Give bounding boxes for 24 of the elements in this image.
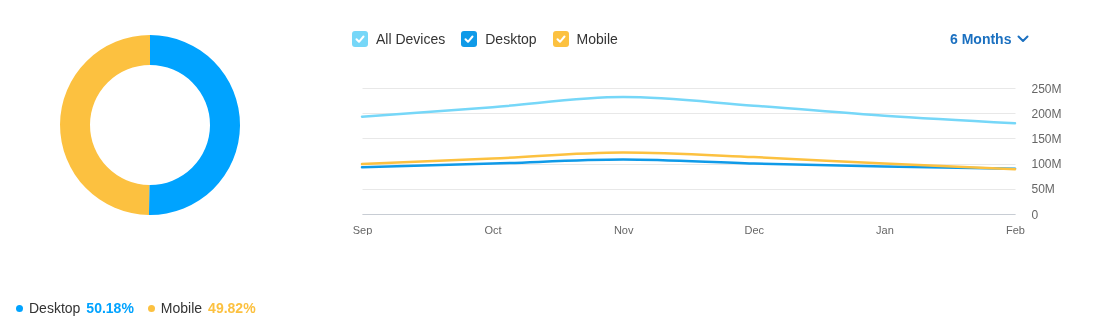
x-tick-label: Nov bbox=[613, 223, 634, 236]
donut-slice bbox=[60, 35, 150, 215]
line-series bbox=[360, 151, 1017, 171]
legend-label: Desktop bbox=[29, 300, 81, 316]
line-series bbox=[360, 95, 1017, 125]
text: 6 Months bbox=[950, 31, 1012, 47]
x-tick-label: Sep bbox=[352, 223, 373, 236]
y-tick-label: 50M bbox=[1031, 182, 1055, 197]
x-tick-label: Feb bbox=[1006, 223, 1025, 236]
legend-label: Mobile bbox=[576, 31, 618, 47]
y-tick-label: 100M bbox=[1031, 157, 1062, 172]
x-tick-label: Oct bbox=[484, 223, 502, 236]
legend-label: Desktop bbox=[485, 31, 537, 47]
legend-label: All Devices bbox=[376, 31, 446, 47]
y-tick-label: 150M bbox=[1031, 131, 1062, 146]
x-tick-label: Jan bbox=[876, 223, 894, 236]
y-tick-label: 200M bbox=[1031, 106, 1062, 121]
data-label: 50.18% bbox=[86, 300, 134, 316]
x-tick-label: Dec bbox=[744, 223, 765, 236]
y-tick-label: 250M bbox=[1031, 81, 1062, 96]
legend-label: Mobile bbox=[160, 300, 203, 316]
donut-slice bbox=[148, 35, 240, 215]
data-label: 49.82% bbox=[208, 300, 256, 316]
y-tick-label: 0 bbox=[1031, 207, 1039, 222]
